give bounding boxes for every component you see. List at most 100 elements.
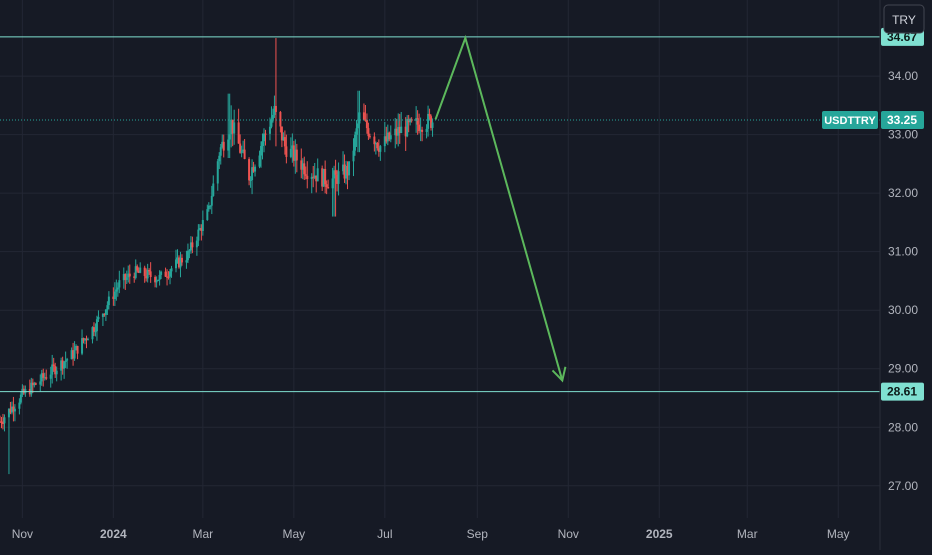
time-axis[interactable]: Nov 2024 Mar May Jul Sep Nov 2025 Mar May xyxy=(12,527,850,541)
candle-body xyxy=(66,359,69,361)
candle-body xyxy=(191,242,194,248)
candle-body xyxy=(342,164,345,172)
y-tick-label: 30.00 xyxy=(888,303,918,317)
grid-lines xyxy=(0,0,880,518)
projection-line[interactable] xyxy=(434,34,564,381)
candle-body xyxy=(292,145,295,161)
candle-body xyxy=(263,133,265,142)
candle-body xyxy=(400,126,403,134)
candle-body xyxy=(72,350,75,359)
candle-body xyxy=(324,168,327,185)
candle-body xyxy=(425,128,428,132)
candle-body xyxy=(252,167,255,172)
candle-body xyxy=(331,178,334,189)
candle-body xyxy=(49,374,52,379)
candle-body xyxy=(291,145,294,149)
candle-body xyxy=(3,417,6,424)
candle-body xyxy=(94,331,97,333)
candle-body xyxy=(233,122,236,134)
candle-body xyxy=(61,360,64,369)
candle-body xyxy=(164,271,167,277)
x-tick-label: Mar xyxy=(737,527,758,541)
last-price-badge xyxy=(881,110,924,129)
candle-body xyxy=(149,271,152,278)
candle-body xyxy=(113,291,116,300)
candle-body xyxy=(243,149,246,160)
candle-body xyxy=(388,132,391,140)
candle-body xyxy=(82,338,85,341)
candle-body xyxy=(279,111,282,127)
candle-body xyxy=(85,338,88,341)
candle-body xyxy=(1,422,4,424)
candle-body xyxy=(264,133,267,135)
price-axis[interactable]: 27.00 28.00 29.00 30.00 31.00 32.00 33.00 34.00 xyxy=(888,69,918,493)
candle-body xyxy=(112,296,115,300)
horizontal-levels[interactable] xyxy=(0,36,880,393)
projection-arrow[interactable] xyxy=(434,34,567,383)
candle-body xyxy=(45,377,48,379)
candle-body xyxy=(54,366,57,375)
candle-body xyxy=(303,163,306,175)
candle-body xyxy=(167,276,170,278)
currency-button[interactable]: TRY xyxy=(883,4,925,34)
candle-body xyxy=(170,268,173,272)
level-price-label: 28.61 xyxy=(887,385,917,399)
candle-body xyxy=(195,240,198,248)
candle-body xyxy=(137,270,140,273)
candle-body xyxy=(136,266,139,271)
candle-body xyxy=(389,135,392,140)
candle-body xyxy=(249,179,252,181)
candle-body xyxy=(146,270,149,279)
candle-body xyxy=(285,146,288,157)
candle-body xyxy=(268,126,271,134)
candle-body xyxy=(7,408,10,418)
candle-body xyxy=(306,175,309,180)
candle-body xyxy=(12,406,15,412)
candle-body xyxy=(55,370,58,375)
currency-button-frame[interactable] xyxy=(883,4,925,34)
candle-body xyxy=(87,339,89,341)
candle-body xyxy=(301,163,304,170)
candle-body xyxy=(283,137,286,147)
candle-body xyxy=(115,289,118,292)
candle-body xyxy=(368,136,371,138)
candle-body xyxy=(160,271,163,275)
candle-body xyxy=(404,126,407,137)
candle-body xyxy=(103,313,106,315)
candle-body xyxy=(185,260,188,263)
candle-body xyxy=(209,205,212,207)
candle-body xyxy=(254,166,257,172)
candle-body xyxy=(353,134,356,151)
candlestick-series xyxy=(0,38,434,475)
candle-body xyxy=(166,276,169,278)
candle-body xyxy=(415,118,418,121)
candle-body xyxy=(374,143,377,145)
candle-body xyxy=(222,141,225,151)
candle-body xyxy=(155,280,158,283)
projection-arrowhead[interactable] xyxy=(551,366,567,383)
last-price-label: 33.25 xyxy=(887,113,917,127)
currency-button-label[interactable]: TRY xyxy=(892,13,916,27)
candle-body xyxy=(373,136,376,145)
x-tick-label: 2024 xyxy=(100,527,127,541)
candle-body xyxy=(22,388,25,394)
candle-body xyxy=(148,270,151,272)
candle-body xyxy=(106,305,109,310)
x-tick-label: Mar xyxy=(193,527,214,541)
candle-body xyxy=(348,161,351,176)
candle-body xyxy=(122,274,125,281)
candle-body xyxy=(355,128,358,135)
candle-body xyxy=(406,119,409,137)
candle-body xyxy=(52,364,55,367)
candle-body xyxy=(70,350,73,360)
candle-body xyxy=(407,119,410,123)
candle-body xyxy=(118,280,121,288)
candle-body xyxy=(19,394,22,403)
candle-body xyxy=(51,364,54,375)
symbol-label: USDTTRY xyxy=(824,115,876,127)
candle-body xyxy=(398,126,401,134)
candle-body xyxy=(81,338,84,354)
candle-body xyxy=(176,257,179,260)
